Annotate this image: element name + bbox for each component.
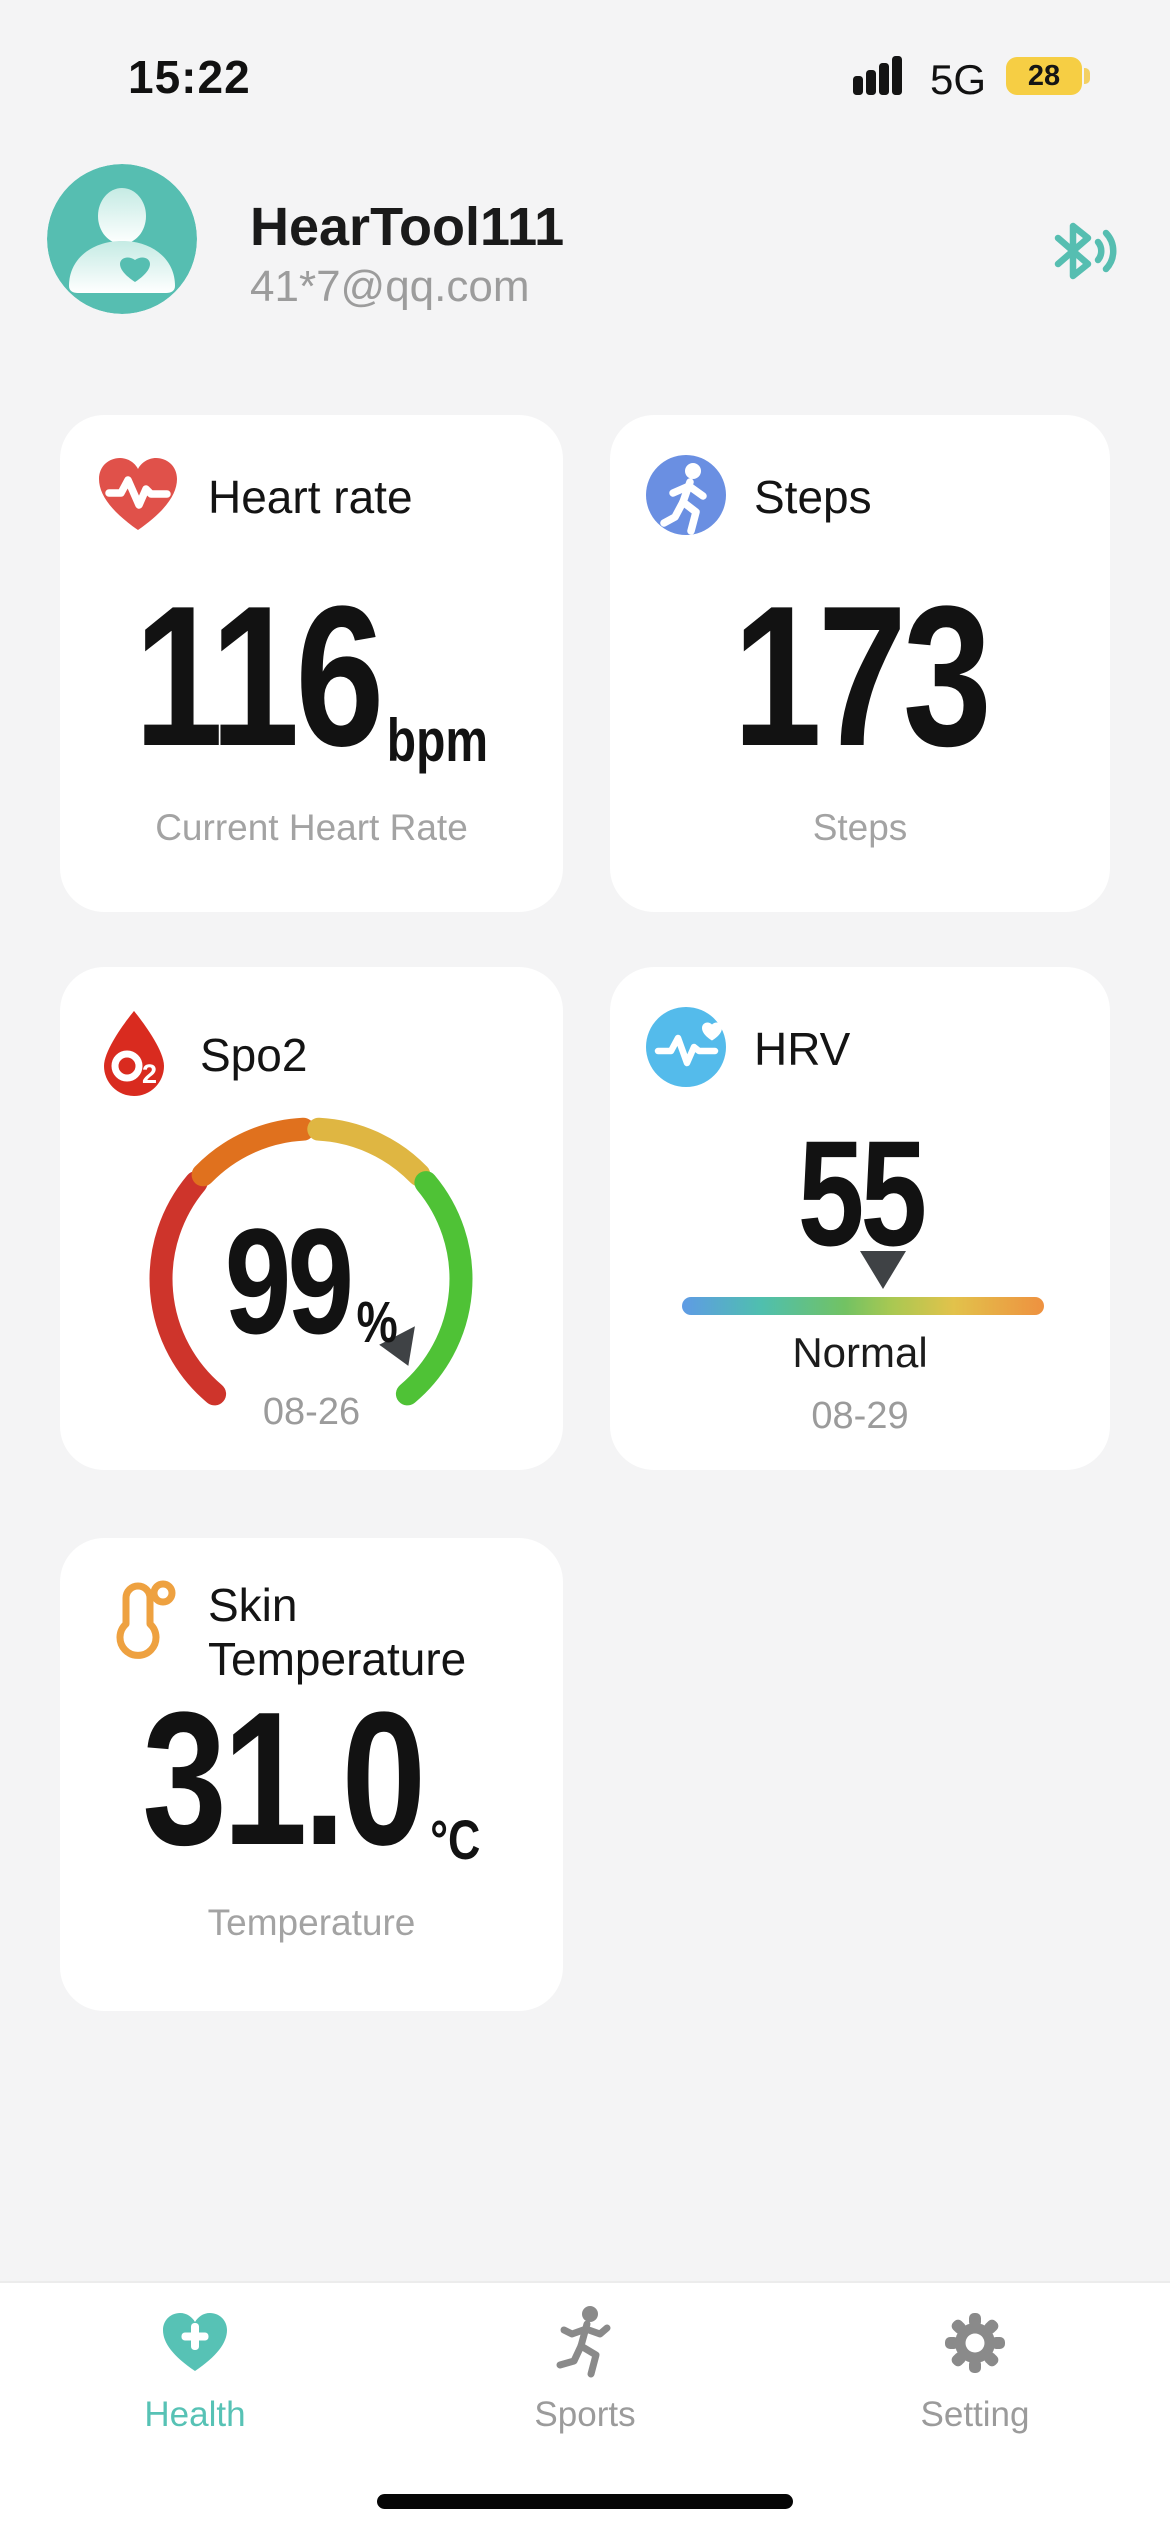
tab-sports[interactable]: Sports [475,2303,695,2435]
battery-indicator: 28 [1006,57,1090,95]
spo2-card[interactable]: 2 Spo2 99 % 08-26 [60,967,563,1470]
spo2-title: Spo2 [200,1029,308,1082]
gear-icon [943,2303,1007,2383]
tab-sports-label: Sports [534,2395,636,2434]
avatar[interactable] [47,164,197,314]
user-email: 41*7@qq.com [250,262,530,311]
status-time: 15:22 [128,51,251,103]
oxygen-drop-icon: 2 [96,1007,172,1104]
heart-plus-icon [160,2303,230,2383]
spo2-date: 08-26 [262,1391,361,1433]
skin-temperature-title: Skin Temperature [208,1579,467,1686]
hrv-value: 55 [797,1109,926,1277]
hrv-date: 08-29 [811,1395,909,1437]
hrv-status-label: Normal [792,1329,928,1376]
battery-percent: 28 [1027,59,1061,92]
pulse-heart-icon [646,1007,726,1092]
tab-setting-label: Setting [920,2395,1030,2434]
steps-title: Steps [754,471,872,524]
walking-person-icon [646,455,726,540]
skin-temperature-unit: °C [430,1808,481,1871]
runner-icon [554,2303,616,2383]
hrv-pointer-triangle [860,1251,906,1289]
tab-health[interactable]: Health [85,2303,305,2435]
username: HearTool111 [250,197,565,257]
steps-card[interactable]: Steps 173 Steps [610,415,1110,912]
cellular-signal-icon [853,55,915,100]
bluetooth-icon[interactable] [1043,218,1117,289]
spo2-value: 99 [224,1197,354,1365]
hrv-title: HRV [754,1023,851,1076]
battery-nub [1084,68,1090,84]
home-indicator[interactable] [377,2494,793,2509]
steps-caption: Steps [812,807,908,848]
heart-rate-value: 116 [134,565,385,788]
skin-temperature-value: 31.0 [142,1673,426,1885]
heart-rate-unit: bpm [387,707,489,774]
skin-temperature-card[interactable]: Skin Temperature 31.0 °C Temperature [60,1538,563,2011]
hrv-gradient-bar [682,1297,1044,1315]
heart-rate-title: Heart rate [208,471,413,524]
tab-setting[interactable]: Setting [865,2303,1085,2435]
tab-health-label: Health [144,2395,246,2434]
steps-value: 173 [732,565,992,788]
spo2-gauge [131,1109,491,1454]
heart-rate-caption: Current Heart Rate [155,807,468,848]
thermometer-icon [96,1578,180,1667]
svg-text:2: 2 [142,1059,157,1089]
tab-bar: Health Sports [0,2281,1170,2532]
heart-rate-card[interactable]: Heart rate 116 bpm Current Heart Rate [60,415,563,912]
spo2-unit: % [356,1290,399,1355]
heart-pulse-icon [96,455,180,540]
network-type-label: 5G [930,56,987,103]
hrv-card[interactable]: HRV 55 Normal 08-29 [610,967,1110,1470]
skin-temperature-caption: Temperature [207,1902,416,1943]
